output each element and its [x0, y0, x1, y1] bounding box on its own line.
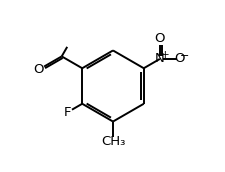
Text: O: O [154, 32, 164, 45]
Text: O: O [174, 52, 184, 65]
Text: −: − [180, 51, 189, 61]
Text: +: + [160, 50, 169, 60]
Text: O: O [33, 63, 44, 76]
Text: N: N [154, 52, 164, 65]
Text: F: F [63, 106, 71, 119]
Text: CH₃: CH₃ [100, 135, 125, 148]
